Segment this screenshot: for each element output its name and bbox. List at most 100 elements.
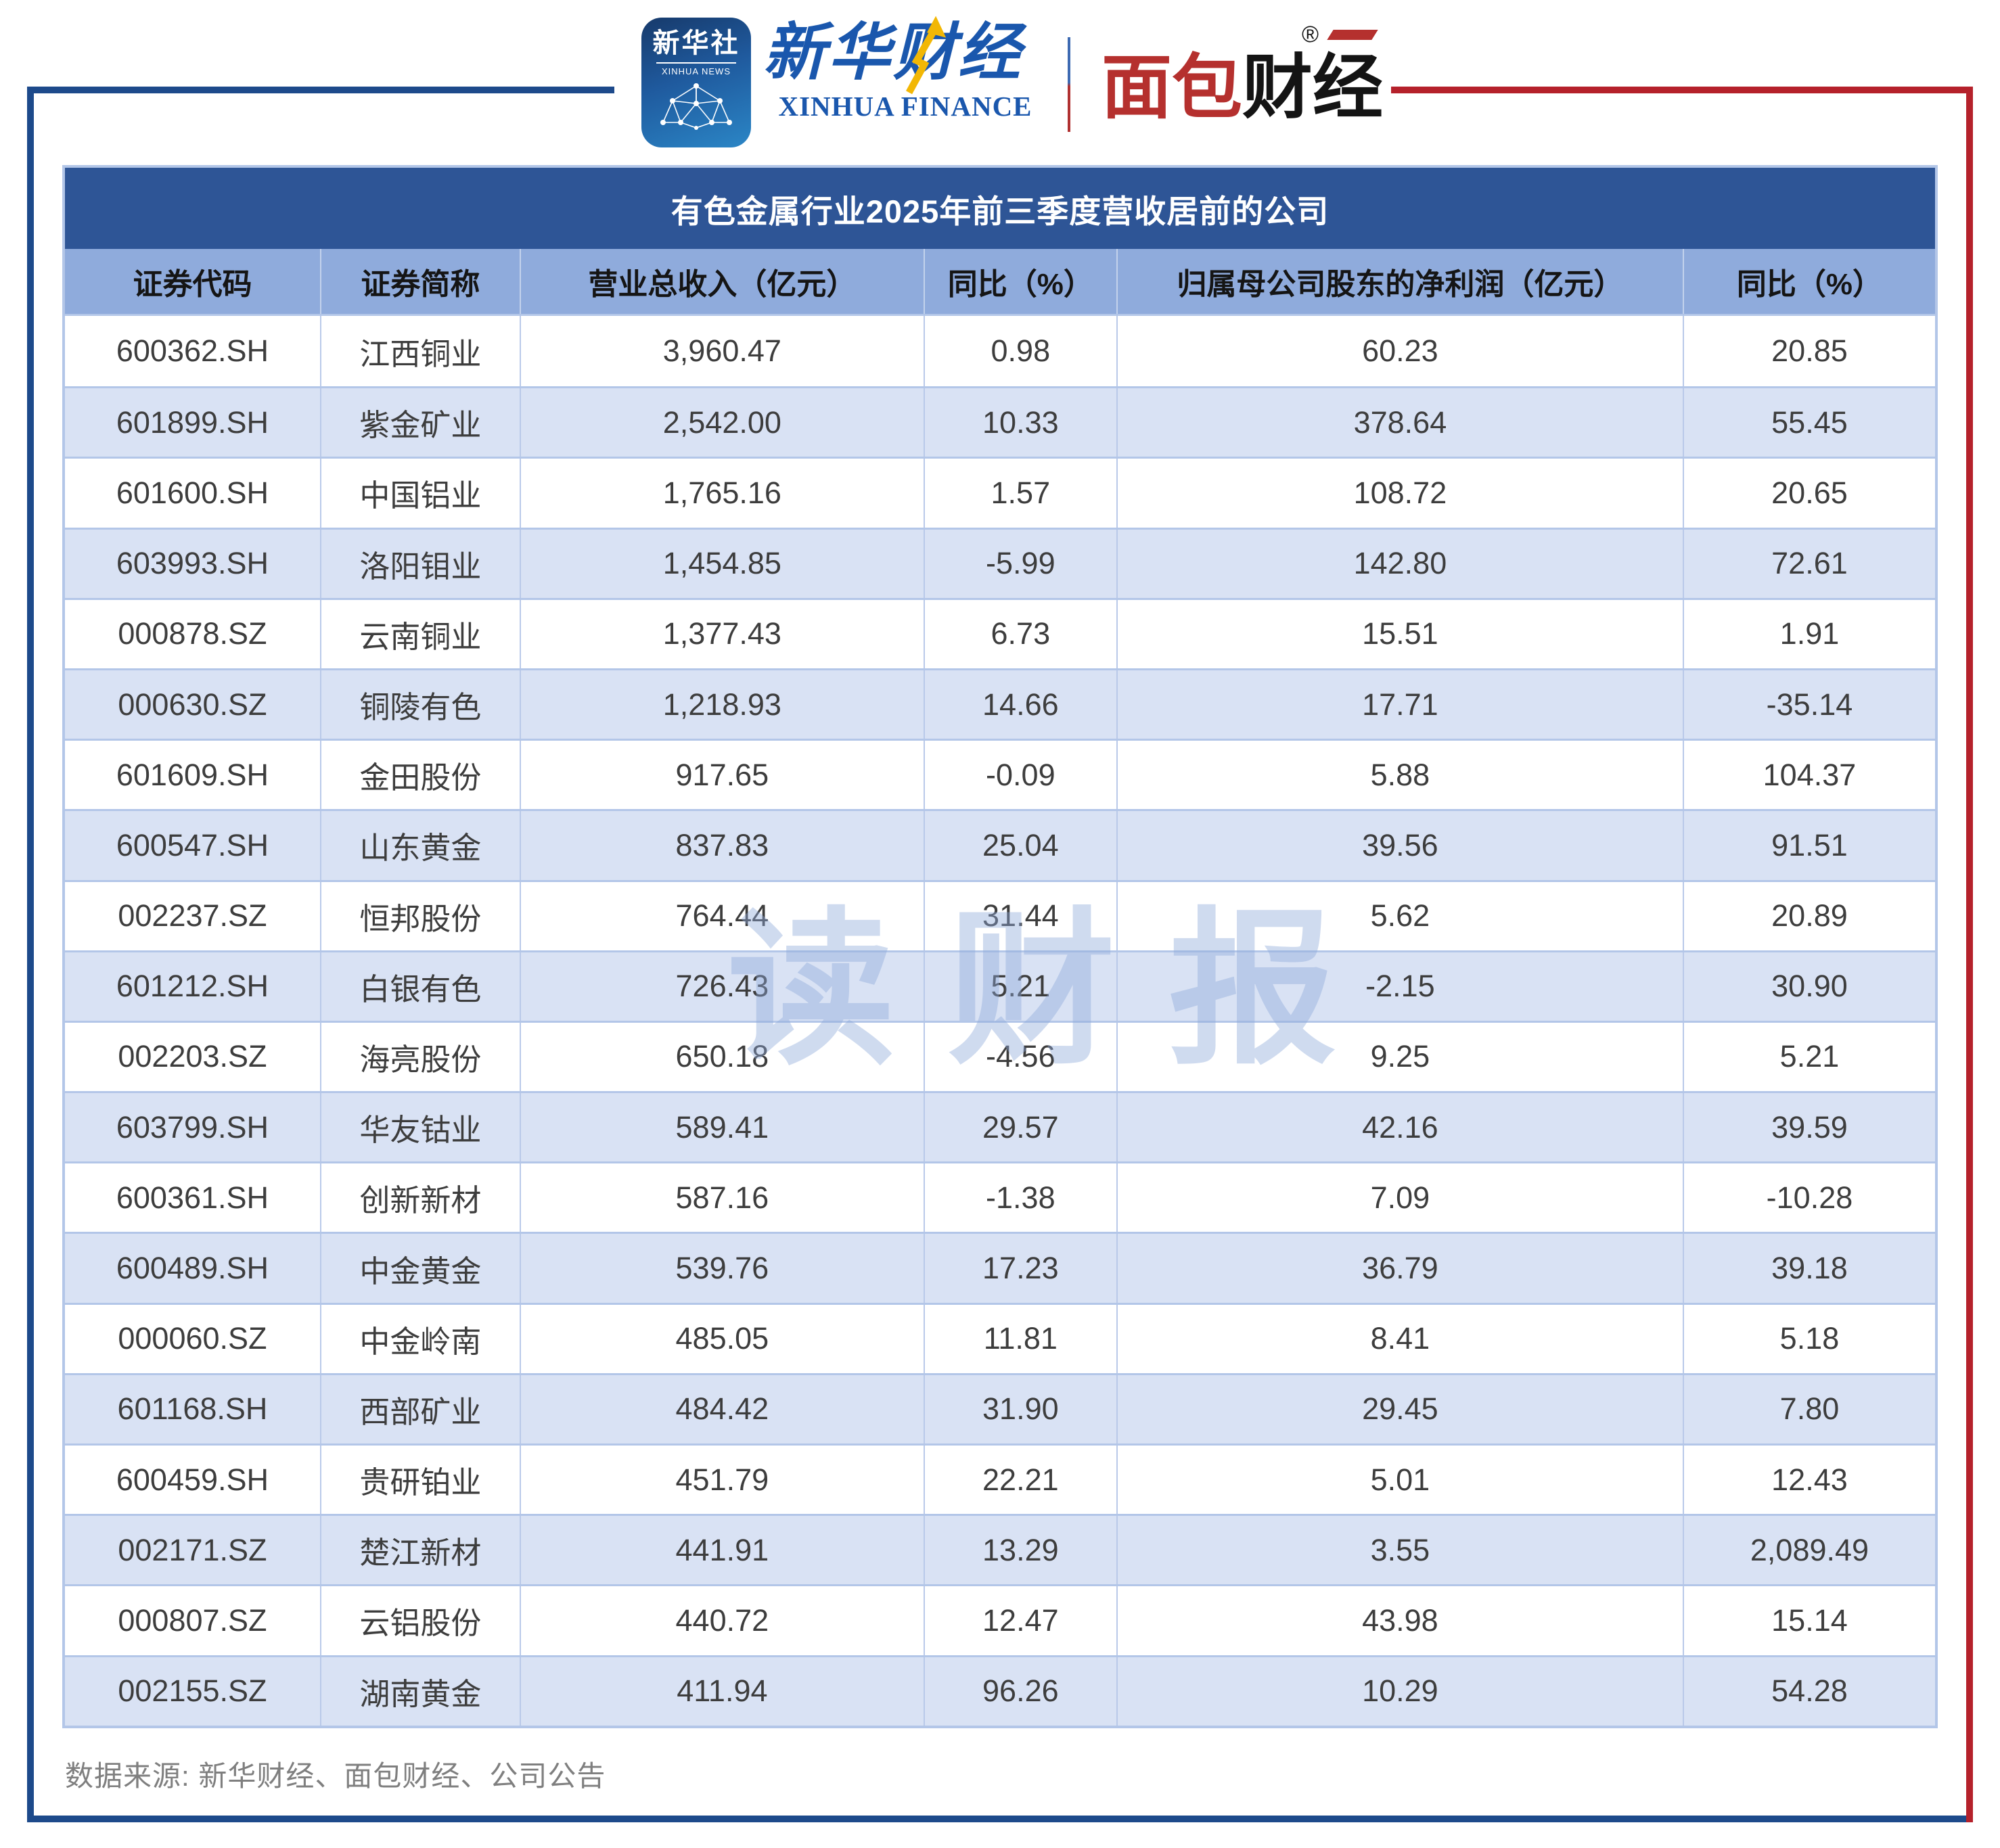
table-cell: 7.80 [1779, 1391, 1840, 1427]
table-cell: 601600.SH [65, 459, 321, 528]
table-cell: 60.23 [1118, 316, 1685, 387]
table-cell: 650.18 [521, 1022, 925, 1092]
table-cell: 142.80 [1118, 529, 1685, 598]
table-cell: 1,218.93 [521, 670, 925, 739]
table-cell: 5.18 [1779, 1321, 1840, 1356]
table-cell: 29.57 [925, 1093, 1118, 1162]
table-cell: 000630.SZ [65, 670, 321, 739]
table-cell: 108.72 [1118, 459, 1685, 528]
table-cell: -0.09 [925, 741, 1118, 810]
table-cell: 3,960.47 [521, 316, 925, 387]
table-cell: 30.90 [1771, 969, 1848, 1004]
table-cell: 000878.SZ [65, 599, 321, 668]
table-cell: 000060.SZ [65, 1304, 321, 1373]
table-cell: 5.21 [925, 952, 1118, 1021]
table-row: 601609.SH 金田股份 917.65 -0.09 5.88 104.37 [65, 739, 1935, 810]
table-cell: 20.85 [1771, 333, 1848, 369]
xinhua-app-cn-label: 新华社 [652, 28, 740, 58]
table-cell: -2.15 [1118, 952, 1685, 1021]
table-cell: 0.98 [925, 316, 1118, 387]
table-row: 000807.SZ 云铝股份 440.72 12.47 43.98 15.14 [65, 1584, 1935, 1655]
table-cell: 54.28 [1771, 1673, 1848, 1709]
table-cell: 72.61 [1771, 546, 1848, 581]
xinhua-finance-cn-text: 新华财经 [763, 18, 1024, 87]
table-cell: 600362.SH [65, 316, 321, 387]
table-cell: 7.09 [1118, 1163, 1685, 1232]
table-cell: 铜陵有色 [321, 670, 521, 739]
table-cell: 764.44 [521, 881, 925, 950]
table-cell: 10.29 [1118, 1657, 1685, 1726]
header-rule-left [27, 87, 614, 93]
table-row: 600362.SH 江西铜业 3,960.47 0.98 60.23 20.85 [65, 316, 1935, 387]
page-frame-right [1966, 87, 1973, 1822]
table-cell: 1,377.43 [521, 599, 925, 668]
table-cell: 601168.SH [65, 1375, 321, 1443]
table-row: 603799.SH 华友钴业 589.41 29.57 42.16 39.59 [65, 1091, 1935, 1162]
table-row: 002203.SZ 海亮股份 650.18 -4.56 9.25 5.21 [65, 1020, 1935, 1092]
table-cell: 002155.SZ [65, 1657, 321, 1726]
table-cell: 589.41 [521, 1093, 925, 1162]
table-row: 002237.SZ 恒邦股份 764.44 31.44 5.62 20.89 [65, 879, 1935, 950]
table-cell: 1,765.16 [521, 459, 925, 528]
table-cell: 39.59 [1771, 1109, 1848, 1145]
table-cell: 002171.SZ [65, 1516, 321, 1585]
table-cell: 485.05 [521, 1304, 925, 1373]
table-cell: 云南铜业 [321, 599, 521, 668]
table-cell: 1.91 [1779, 616, 1840, 651]
table-cell: -4.56 [925, 1022, 1118, 1092]
table-cell: 12.47 [925, 1586, 1118, 1655]
table-cell: -10.28 [1766, 1180, 1853, 1215]
table-cell: 600547.SH [65, 811, 321, 880]
table-cell: 湖南黄金 [321, 1657, 521, 1726]
table-header-row: 证券代码 证券简称 营业总收入（亿元） 同比（%） 归属母公司股东的净利润（亿元） 同比（… [65, 249, 1935, 316]
table-cell: 837.83 [521, 811, 925, 880]
table-cell: 539.76 [521, 1234, 925, 1303]
table-cell: 15.14 [1771, 1602, 1848, 1638]
xinhua-app-divider [656, 62, 736, 64]
xinhua-news-app-icon: 新华社 XINHUA NEWS [641, 18, 751, 147]
table-row: 603993.SH 洛阳钼业 1,454.85 -5.99 142.80 72.61 [65, 527, 1935, 598]
page-frame-left [27, 87, 34, 1822]
table-cell: 451.79 [521, 1446, 925, 1515]
table-cell: 10.33 [925, 388, 1118, 457]
table-cell: 600361.SH [65, 1163, 321, 1232]
table-cell: 1,454.85 [521, 529, 925, 598]
table-cell: 西部矿业 [321, 1375, 521, 1443]
table-row: 002171.SZ 楚江新材 441.91 13.29 3.55 2,089.49 [65, 1514, 1935, 1585]
table-cell: 中金岭南 [321, 1304, 521, 1373]
table-title: 有色金属行业2025年前三季度营收居前的公司 [65, 168, 1935, 249]
table-cell: 43.98 [1118, 1586, 1685, 1655]
table-row: 601600.SH 中国铝业 1,765.16 1.57 108.72 20.65 [65, 457, 1935, 528]
table-cell: 9.25 [1118, 1022, 1685, 1092]
table-cell: 411.94 [521, 1657, 925, 1726]
table-cell: 5.01 [1118, 1446, 1685, 1515]
header-cell: 归属母公司股东的净利润（亿元） [1118, 249, 1685, 314]
table-cell: 104.37 [1763, 757, 1857, 792]
table-cell: 25.04 [925, 811, 1118, 880]
header-rule-right [1391, 87, 1973, 93]
table-row: 601168.SH 西部矿业 484.42 31.90 29.45 7.80 [65, 1372, 1935, 1443]
table-cell: -5.99 [925, 529, 1118, 598]
table-cell: 36.79 [1118, 1234, 1685, 1303]
table-cell: 587.16 [521, 1163, 925, 1232]
table-row: 601899.SH 紫金矿业 2,542.00 10.33 378.64 55.45 [65, 386, 1935, 457]
header-cell: 同比（%） [925, 249, 1118, 314]
table-cell: 白银有色 [321, 952, 521, 1021]
table-row: 600489.SH 中金黄金 539.76 17.23 36.79 39.18 [65, 1232, 1935, 1303]
table-cell: 42.16 [1118, 1093, 1685, 1162]
table-cell: 39.56 [1118, 811, 1685, 880]
network-globe-icon [660, 83, 732, 130]
table-cell: 55.45 [1771, 405, 1848, 440]
mianbao-red-text: 面包 [1101, 49, 1243, 127]
table-cell: 15.51 [1118, 599, 1685, 668]
table-cell: 13.29 [925, 1516, 1118, 1585]
table-cell: 6.73 [925, 599, 1118, 668]
table-cell: 29.45 [1118, 1375, 1685, 1443]
table-cell: 31.90 [925, 1375, 1118, 1443]
table-cell: 8.41 [1118, 1304, 1685, 1373]
table-cell: 600459.SH [65, 1446, 321, 1515]
table-cell: 12.43 [1771, 1462, 1848, 1497]
xinhua-app-en-label: XINHUA NEWS [661, 66, 731, 76]
table-row: 000878.SZ 云南铜业 1,377.43 6.73 15.51 1.91 [65, 597, 1935, 668]
table-row: 002155.SZ 湖南黄金 411.94 96.26 10.29 54.28 [65, 1655, 1935, 1726]
